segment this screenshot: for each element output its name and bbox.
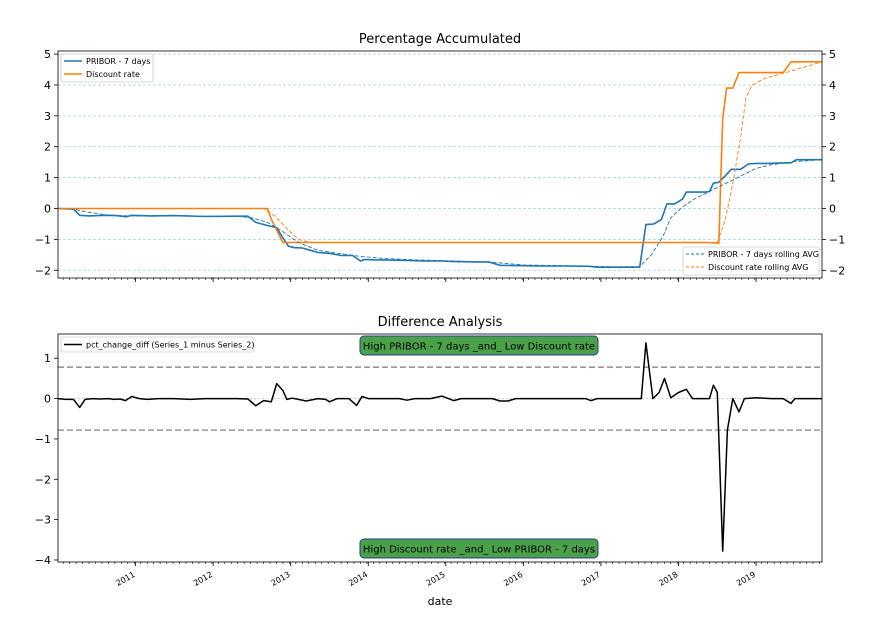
series-line-discount-rate-rolling-avg — [58, 61, 823, 243]
top-ytick-label-left: −1 — [35, 233, 51, 246]
top-ytick-label-right: 0 — [829, 203, 836, 216]
top-ytick-label-right: 1 — [829, 172, 836, 185]
top-ytick-label-right: 5 — [829, 48, 836, 61]
x-tick-label: 2017 — [580, 570, 602, 588]
top-ytick-label-left: 0 — [44, 203, 51, 216]
bottom-axes-frame — [57, 333, 823, 563]
top-ytick-label-right: −1 — [829, 233, 845, 246]
x-tick-label: 2012 — [192, 570, 214, 588]
top-ytick-label-right: −2 — [829, 264, 845, 277]
x-tick-label: 2016 — [502, 570, 524, 588]
bottom-legend: pct_change_diff (Series_1 minus Series_2… — [60, 336, 254, 353]
top-ytick-label-left: 5 — [44, 48, 51, 61]
annotation-high-discount-text: High Discount rate _and_ Low PRIBOR - 7 … — [363, 545, 595, 556]
series-line-discount-rate — [58, 60, 822, 244]
top-x-ticks — [62, 278, 820, 282]
x-tick-label: 2014 — [347, 570, 369, 588]
bottom-y-ticks: −4 −3 −2 −1 0 1 — [35, 352, 58, 567]
top-chart-title: Percentage Accumulated — [359, 32, 521, 47]
annotation-high-pribor-text: High PRIBOR - 7 days _and_ Low Discount … — [363, 342, 595, 353]
x-axis-label: date — [428, 595, 453, 608]
top-legend-primary: PRIBOR - 7 days Discount rate — [60, 53, 154, 83]
top-ytick-label-right: 4 — [829, 79, 836, 92]
x-tick-label: 2018 — [657, 570, 679, 588]
annotation-high-pribor: High PRIBOR - 7 days _and_ Low Discount … — [359, 335, 599, 356]
x-tick-label: 2019 — [735, 570, 757, 588]
top-ytick-label-left: −2 — [35, 264, 51, 277]
series-line-pct-change-diff — [57, 342, 822, 552]
top-axes-frame — [57, 50, 823, 279]
top-ytick-label-right: 3 — [829, 110, 836, 123]
top-legend-rolling: PRIBOR - 7 days rolling AVG Discount rat… — [682, 246, 820, 276]
top-series-group — [57, 60, 823, 269]
legend-pribor-rolling: PRIBOR - 7 days rolling AVG — [708, 250, 819, 259]
x-tick-label: 2013 — [270, 570, 292, 588]
bottom-chart-title: Difference Analysis — [378, 315, 503, 330]
top-plot-area: −2 −2 −1 −1 0 0 1 1 2 2 3 3 4 4 5 5 PRIBOR - 7 days Dis… — [35, 48, 845, 282]
top-ytick-label-left: 4 — [44, 79, 51, 92]
bottom-plot-area: −4−3−2−101 2011 2012 2013 2014 2015 2016 2017 2… — [35, 333, 823, 588]
legend-discount-rate: Discount rate — [86, 70, 140, 79]
bottom-ytick-label: 0 — [44, 393, 51, 406]
bottom-ytick-label: −4 — [35, 554, 51, 567]
series-line-pribor-7-days-rolling-avg — [57, 159, 823, 268]
bottom-ytick-label: 1 — [44, 352, 51, 365]
top-gridlines — [58, 53, 822, 271]
top-ytick-label-left: 2 — [44, 141, 51, 154]
x-tick-label: 2015 — [425, 570, 447, 588]
annotation-high-discount: High Discount rate _and_ Low PRIBOR - 7 … — [359, 538, 599, 559]
bottom-series-group — [57, 342, 822, 552]
x-tick-label: 2011 — [114, 570, 136, 588]
legend-discount-rolling: Discount rate rolling AVG — [708, 263, 808, 272]
legend-pribor: PRIBOR - 7 days — [86, 57, 150, 66]
top-ytick-label-left: 1 — [44, 172, 51, 185]
top-y-ticks: −2 −2 −1 −1 0 0 1 1 2 2 3 3 4 4 5 5 — [35, 48, 845, 277]
bottom-x-ticks: 2011 2012 2013 2014 2015 2016 2017 2018 2019 — [62, 562, 820, 588]
legend-pct-change-diff: pct_change_diff (Series_1 minus Series_2… — [86, 341, 254, 350]
bottom-ytick-label: −3 — [35, 514, 51, 527]
top-ytick-label-left: 3 — [44, 110, 51, 123]
bottom-ytick-label: −2 — [35, 473, 51, 486]
bottom-ytick-label: −1 — [35, 433, 51, 446]
top-ytick-label-right: 2 — [829, 141, 836, 154]
